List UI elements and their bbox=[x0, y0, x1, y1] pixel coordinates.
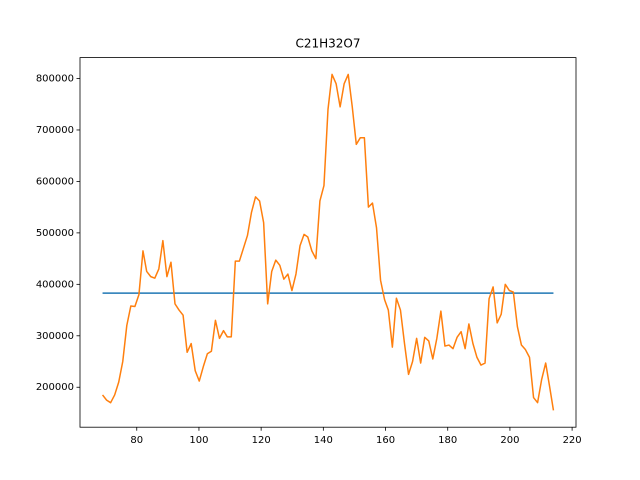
x-tick-label: 120 bbox=[252, 435, 271, 446]
line bbox=[101, 73, 555, 411]
chart-title: C21H32O7 bbox=[295, 37, 360, 51]
x-tick-label: 220 bbox=[563, 435, 582, 446]
y-tick-label: 700000 bbox=[36, 125, 74, 136]
y-tick-label: 800000 bbox=[36, 74, 74, 85]
x-tick-label: 80 bbox=[130, 435, 143, 446]
x-tick-label: 140 bbox=[314, 435, 333, 446]
x-tick-label: 100 bbox=[189, 435, 208, 446]
y-tick-label: 500000 bbox=[36, 228, 74, 239]
x-tick-label: 200 bbox=[500, 435, 519, 446]
y-tick-label: 400000 bbox=[36, 279, 74, 290]
plot-frame bbox=[79, 57, 577, 428]
x-tick-label: 160 bbox=[376, 435, 395, 446]
y-tick-label: 300000 bbox=[36, 331, 74, 342]
x-tick-label: 180 bbox=[438, 435, 457, 446]
y-tick-label: 200000 bbox=[36, 382, 74, 393]
y-tick-label: 600000 bbox=[36, 176, 74, 187]
